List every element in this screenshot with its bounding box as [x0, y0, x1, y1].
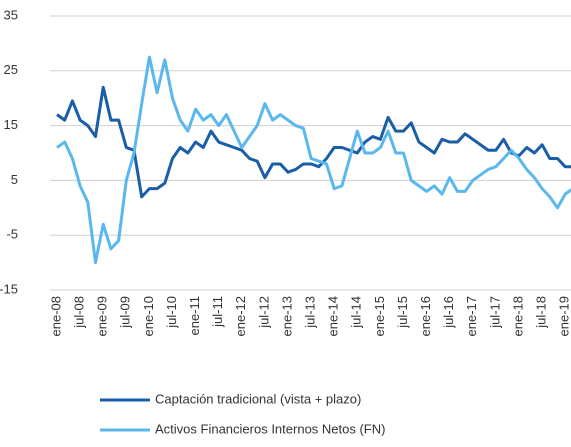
x-tick-label: jul-17	[487, 296, 502, 329]
legend-label: Activos Financieros Internos Netos (FN)	[155, 421, 385, 436]
x-tick-label: ene-14	[326, 296, 341, 336]
x-tick-label: ene-10	[141, 296, 156, 336]
series-line	[56, 85, 571, 199]
x-tick-label: ene-16	[418, 296, 433, 336]
x-tick-label: ene-19	[557, 296, 571, 336]
x-tick-label: ene-15	[372, 296, 387, 336]
y-tick-label: 35	[4, 7, 18, 22]
x-tick-label: ene-08	[48, 296, 63, 336]
x-tick-label: jul-12	[256, 296, 271, 329]
x-tick-label: jul-18	[534, 296, 549, 329]
x-tick-label: jul-10	[164, 296, 179, 329]
x-tick-label: ene-18	[510, 296, 525, 336]
y-tick-label: -5	[6, 227, 18, 242]
y-tick-label: 5	[11, 172, 18, 187]
x-tick-label: ene-13	[279, 296, 294, 336]
x-tick-label: jul-16	[441, 296, 456, 329]
x-tick-label: jul-11	[210, 296, 225, 328]
series-line	[56, 55, 571, 265]
legend-label: Captación tradicional (vista + plazo)	[155, 391, 361, 406]
y-tick-label: -15	[0, 281, 18, 296]
x-tick-label: jul-09	[118, 296, 133, 329]
x-tick-label: ene-09	[95, 296, 110, 336]
x-tick-label: ene-12	[233, 296, 248, 336]
x-tick-label: jul-13	[303, 296, 318, 329]
x-tick-label: ene-11	[187, 296, 202, 336]
y-tick-label: 15	[4, 117, 18, 132]
x-tick-label: jul-08	[72, 296, 87, 329]
x-tick-label: jul-15	[395, 296, 410, 329]
x-tick-label: ene-17	[464, 296, 479, 336]
x-tick-label: jul-14	[349, 296, 364, 329]
y-tick-label: 25	[4, 62, 18, 77]
